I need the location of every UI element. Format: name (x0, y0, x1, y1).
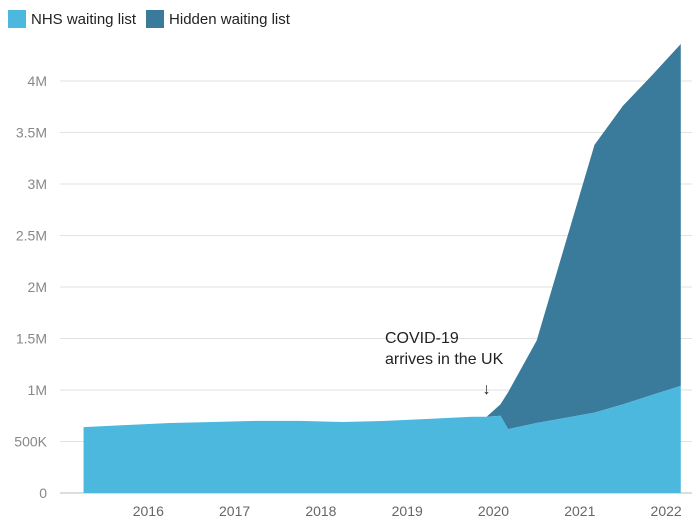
y-tick-label: 3.5M (16, 125, 47, 141)
x-tick-label: 2019 (392, 503, 423, 519)
annotation-text: arrives in the UK (385, 351, 504, 368)
x-tick-label: 2021 (564, 503, 595, 519)
y-tick-label: 1.5M (16, 331, 47, 347)
legend: NHS waiting list Hidden waiting list (8, 10, 290, 28)
annotation-arrow: ↓ (483, 381, 491, 398)
y-tick-label: 0 (39, 485, 47, 501)
y-tick-label: 1M (28, 382, 47, 398)
y-tick-label: 500K (14, 434, 47, 450)
y-tick-label: 3M (28, 176, 47, 192)
legend-item-nhs: NHS waiting list (8, 10, 136, 28)
x-tick-label: 2018 (305, 503, 336, 519)
y-tick-label: 2M (28, 279, 47, 295)
annotation-text: COVID-19 (385, 330, 459, 347)
series-area-hidden-waiting-list (83, 43, 681, 430)
legend-label-hidden: Hidden waiting list (169, 10, 290, 28)
x-tick-label: 2017 (219, 503, 250, 519)
legend-swatch-hidden (146, 10, 165, 28)
x-tick-label: 2016 (133, 503, 164, 519)
legend-item-hidden: Hidden waiting list (146, 10, 290, 28)
series-area-nhs-waiting-list (83, 385, 681, 493)
x-tick-label: 2020 (478, 503, 509, 519)
y-tick-label: 2.5M (16, 228, 47, 244)
x-tick-label: 2022 (651, 503, 682, 519)
y-tick-label: 4M (28, 73, 47, 89)
legend-label-nhs: NHS waiting list (31, 10, 137, 28)
legend-swatch-nhs (8, 10, 26, 28)
